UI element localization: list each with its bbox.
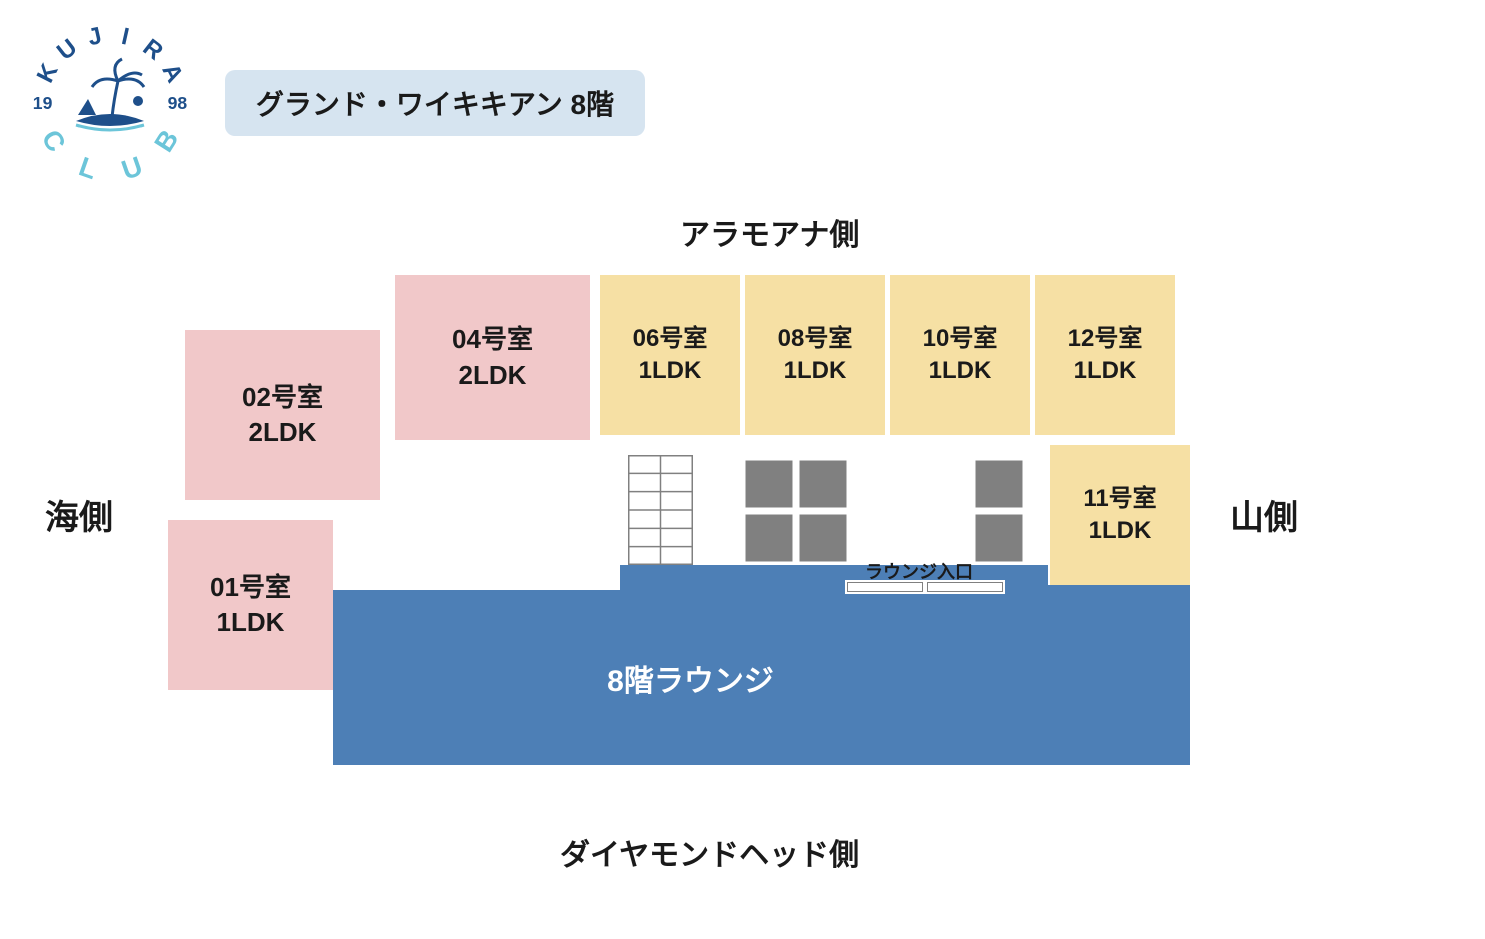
room-type: 1LDK bbox=[929, 355, 992, 387]
lounge-right-wing bbox=[1048, 585, 1190, 765]
room-number: 04号室 bbox=[452, 322, 533, 357]
room-type: 1LDK bbox=[639, 355, 702, 387]
stairs-icon bbox=[628, 455, 693, 565]
room-room-08: 08号室1LDK bbox=[745, 275, 885, 435]
room-number: 12号室 bbox=[1068, 323, 1143, 355]
svg-text:I: I bbox=[119, 25, 131, 51]
room-type: 2LDK bbox=[249, 415, 317, 450]
floorplan-stage: KUJIRA CLUB 19 98 グランド・ワイキキアン 8階 アラモアナ側 … bbox=[0, 0, 1485, 939]
room-type: 1LDK bbox=[1074, 355, 1137, 387]
svg-text:98: 98 bbox=[168, 93, 188, 113]
direction-text: 海側 bbox=[45, 499, 113, 537]
room-room-11: 11号室1LDK bbox=[1050, 445, 1190, 585]
room-number: 10号室 bbox=[923, 323, 998, 355]
room-type: 1LDK bbox=[1089, 515, 1152, 547]
svg-text:L: L bbox=[75, 150, 101, 185]
room-room-02: 02号室2LDK bbox=[185, 330, 380, 500]
room-room-12: 12号室1LDK bbox=[1035, 275, 1175, 435]
room-type: 1LDK bbox=[784, 355, 847, 387]
room-number: 08号室 bbox=[778, 323, 853, 355]
direction-label-top: アラモアナ側 bbox=[680, 210, 859, 254]
direction-text: ダイヤモンドヘッド側 bbox=[560, 839, 859, 872]
svg-text:U: U bbox=[117, 150, 146, 185]
svg-text:C: C bbox=[36, 124, 73, 157]
svg-text:19: 19 bbox=[33, 93, 53, 113]
room-number: 11号室 bbox=[1083, 483, 1156, 515]
kujira-club-logo: KUJIRA CLUB 19 98 bbox=[30, 25, 190, 185]
room-room-01: 01号室1LDK bbox=[168, 520, 333, 690]
svg-text:A: A bbox=[156, 59, 188, 87]
lounge-body: 8階ラウンジ bbox=[333, 590, 1048, 765]
room-room-06: 06号室1LDK bbox=[600, 275, 740, 435]
lounge-entrance-label: ラウンジ入口 bbox=[865, 558, 973, 584]
floor-title-text: グランド・ワイキキアン 8階 bbox=[256, 83, 614, 123]
svg-text:U: U bbox=[52, 34, 82, 66]
direction-text: 山側 bbox=[1230, 499, 1298, 537]
room-number: 01号室 bbox=[210, 570, 291, 605]
room-room-10: 10号室1LDK bbox=[890, 275, 1030, 435]
svg-text:R: R bbox=[138, 34, 168, 66]
elevator-group-a bbox=[745, 460, 847, 562]
svg-text:J: J bbox=[85, 25, 104, 51]
direction-text: アラモアナ側 bbox=[680, 219, 859, 252]
elevator-group-b bbox=[975, 460, 1023, 562]
svg-text:K: K bbox=[32, 59, 64, 87]
room-number: 02号室 bbox=[242, 380, 323, 415]
room-room-04: 04号室2LDK bbox=[395, 275, 590, 440]
lounge-entrance-text: ラウンジ入口 bbox=[865, 562, 973, 582]
room-number: 06号室 bbox=[633, 323, 708, 355]
room-type: 2LDK bbox=[459, 358, 527, 393]
room-type: 1LDK bbox=[217, 605, 285, 640]
svg-text:B: B bbox=[148, 124, 185, 157]
direction-label-right: 山側 bbox=[1230, 490, 1298, 539]
floor-title: グランド・ワイキキアン 8階 bbox=[225, 70, 645, 136]
direction-label-bottom: ダイヤモンドヘッド側 bbox=[560, 830, 859, 874]
direction-label-left: 海側 bbox=[45, 490, 113, 539]
lounge-label: 8階ラウンジ bbox=[607, 656, 774, 700]
